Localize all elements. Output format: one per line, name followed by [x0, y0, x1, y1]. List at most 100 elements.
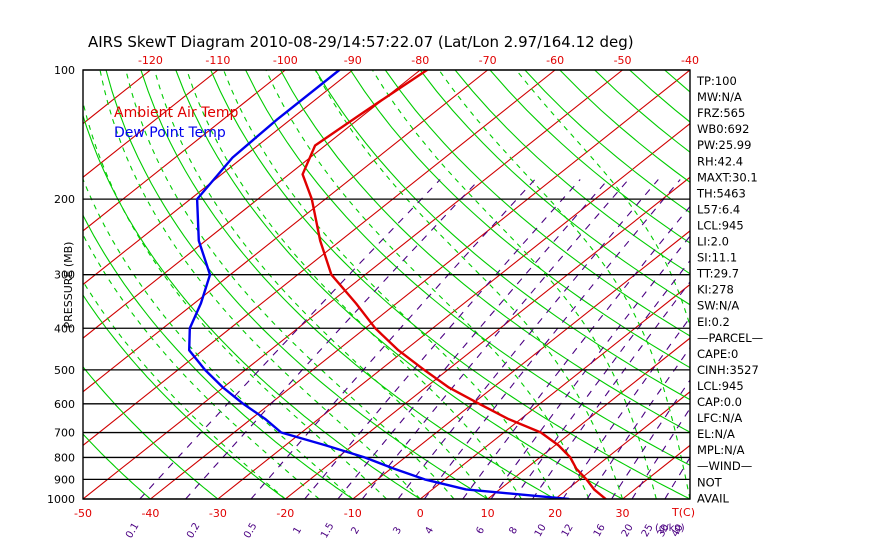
dry-adiabat-line	[419, 70, 690, 306]
page-title: AIRS SkewT Diagram 2010-08-29/14:57:22.0…	[88, 33, 634, 51]
stat-line: EL:N/A	[697, 427, 735, 441]
top-temp-tick: -70	[479, 54, 497, 67]
stat-line: MW:N/A	[697, 90, 742, 104]
pressure-axis-labels: 100 200 300 400 500 600 700 800 900 1000	[47, 64, 75, 506]
isotherm-line	[487, 337, 690, 499]
stat-line: L57:6.4	[697, 202, 740, 216]
dry-adiabat-line	[83, 214, 354, 499]
stat-line: TH:5463	[696, 186, 746, 200]
moist-adiabat-line	[438, 70, 690, 499]
isotherm-line	[352, 230, 690, 499]
mixing-ratio-line	[304, 179, 581, 499]
pressure-tick-label: 900	[54, 473, 75, 486]
bottom-temp-tick: 10	[481, 507, 495, 520]
moist-adiabat-line	[83, 233, 320, 499]
mixing-ratio-tick: 2	[349, 525, 362, 536]
top-temp-tick: -90	[344, 54, 362, 67]
stat-line: RH:42.4	[697, 154, 743, 168]
x-axis-temp-label: T(C)	[671, 506, 695, 519]
mixing-ratio-tick: 3	[391, 525, 404, 536]
stat-line: FRZ:565	[697, 106, 745, 120]
dry-adiabat-line	[83, 433, 151, 499]
top-temp-tick: -80	[411, 54, 429, 67]
mixing-ratio-line	[250, 179, 536, 499]
stability-indices-panel: TP:100 MW:N/A FRZ:565 WB0:692 PW:25.99 RH:42.…	[696, 74, 763, 505]
dry-adiabat-line	[315, 70, 690, 401]
pressure-tick-label: 700	[54, 427, 75, 440]
isotherm-line	[83, 70, 489, 393]
stat-line: KI:278	[697, 283, 734, 297]
sounding-curve-dewpoint	[188, 70, 570, 499]
bottom-temp-tick: 30	[616, 507, 630, 520]
dry-adiabat-line	[349, 70, 690, 369]
y-axis-label: PRESSURE (MB)	[62, 242, 75, 329]
pressure-tick-label: 500	[54, 364, 75, 377]
stat-line: CAP:0.0	[697, 395, 742, 409]
bottom-temp-tick: 0	[417, 507, 424, 520]
dry-adiabat-line	[175, 70, 623, 499]
isotherm-line	[83, 70, 556, 447]
moist-adiabat-line	[153, 70, 489, 499]
stat-line: —WIND—	[697, 459, 752, 473]
mixing-ratio-line	[185, 179, 480, 499]
moist-adiabat-line	[83, 100, 387, 499]
sounding-curves	[188, 70, 607, 499]
top-temp-tick: -60	[546, 54, 564, 67]
plot-frame	[82, 69, 691, 500]
mixing-ratio-line	[631, 407, 690, 499]
dry-adiabat-line	[105, 70, 488, 499]
dry-adiabat-line	[454, 70, 690, 275]
moist-adiabat-line	[99, 70, 421, 499]
dry-adiabat-line	[83, 294, 286, 499]
moist-adiabat-line	[125, 70, 455, 499]
stat-line: SW:N/A	[697, 299, 739, 313]
stat-line: MAXT:30.1	[697, 170, 758, 184]
stat-line: —PARCEL—	[697, 331, 763, 345]
mixing-ratio-line	[586, 346, 690, 499]
dry-adiabat-line	[384, 70, 690, 337]
stat-line: AVAIL	[697, 491, 730, 505]
stat-line: SI:11.1	[697, 251, 737, 265]
mixing-ratio-line	[513, 259, 690, 499]
moist-adiabat-line	[314, 70, 624, 499]
stat-line: LI:2.0	[697, 235, 729, 249]
sounding-curve-temperature	[301, 70, 607, 499]
dry-adiabat-line	[280, 70, 690, 433]
legend-ambient-air-temp: Ambient Air Temp	[114, 105, 239, 121]
bottom-temperature-tick-labels: -50 -40 -30 -20 -10 0 10 20 30	[74, 507, 630, 520]
legend-dew-point-temp: Dew Point Temp	[114, 125, 226, 141]
top-temperature-tick-labels: -120 -110 -100 -90 -80 -70 -60 -50 -40	[138, 54, 699, 67]
bottom-temp-tick: -30	[209, 507, 227, 520]
mixing-ratio-line	[423, 179, 681, 499]
bottom-temp-tick: -20	[276, 507, 294, 520]
mixing-ratio-line	[562, 316, 690, 499]
pressure-tick-label: 800	[54, 451, 75, 464]
isotherm-line	[284, 176, 690, 499]
stat-line: TT:29.7	[696, 267, 739, 281]
top-temp-tick: -110	[205, 54, 230, 67]
isotherm-line	[83, 70, 219, 178]
dry-adiabat-line	[83, 113, 421, 499]
pressure-tick-label: 600	[54, 398, 75, 411]
mixing-ratio-tick: 8	[507, 525, 520, 536]
isotherm-line	[83, 70, 354, 286]
mixing-ratio-line	[397, 179, 659, 499]
stat-line: MPL:N/A	[697, 443, 745, 457]
mixing-ratio-line	[337, 179, 609, 499]
top-temp-tick: -120	[138, 54, 163, 67]
isotherm-line	[83, 70, 421, 339]
mixing-ratio-line	[532, 281, 690, 499]
dry-adiabat-line	[83, 365, 219, 499]
pressure-tick-label: 400	[54, 322, 75, 335]
isotherm-line	[554, 391, 690, 499]
stat-line: CINH:3527	[697, 363, 759, 377]
moist-adiabat-line	[186, 70, 522, 499]
mixing-ratio-tick: 4	[423, 525, 436, 536]
isotherm-line	[83, 70, 623, 499]
isotherm-line	[150, 70, 690, 499]
moist-adiabat-line	[371, 70, 657, 499]
top-temp-tick: -40	[681, 54, 699, 67]
stat-line: LCL:945	[697, 219, 744, 233]
stat-line: LFC:N/A	[697, 411, 742, 425]
